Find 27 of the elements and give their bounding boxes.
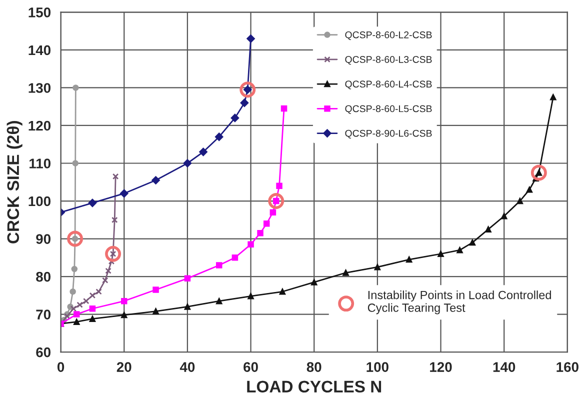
- x-tick-label: 160: [556, 362, 578, 372]
- x-tick-label: 140: [493, 362, 516, 372]
- legend-label: Instability Points in Load Controlled Cyclic Tearing Test: [368, 290, 551, 314]
- y-tick-label: 90: [36, 234, 51, 244]
- legend-label: QCSP-8-60-L4-CSB: [345, 80, 432, 90]
- y-axis-title: CRCK SIZE (2θ): [6, 121, 22, 244]
- y-tick-label: 100: [28, 196, 51, 206]
- x-tick-label: 120: [430, 362, 452, 372]
- y-tick-label: 70: [36, 310, 51, 320]
- y-tick-label: 130: [28, 83, 51, 93]
- x-axis-title: LOAD CYCLES N: [247, 380, 382, 393]
- y-tick-label: 110: [30, 158, 51, 168]
- y-tick-label: 150: [28, 8, 51, 18]
- y-tick-label: 140: [28, 45, 51, 56]
- y-tick-label: 80: [36, 272, 51, 282]
- legend-label: QCSP-8-60-L2-CSB: [345, 31, 432, 40]
- y-tick-label: 60: [36, 347, 51, 358]
- legend-label: QCSP-8-90-L6-CSB: [345, 130, 432, 139]
- legend-label: QCSP-8-60-L3-CSB: [345, 56, 432, 65]
- x-tick-label: 20: [116, 362, 132, 372]
- x-tick-label: 60: [244, 362, 258, 372]
- x-tick-label: 0: [57, 362, 64, 372]
- x-tick-label: 100: [366, 362, 388, 372]
- legend-label: QCSP-8-60-L5-CSB: [345, 105, 432, 114]
- x-tick-label: 80: [306, 362, 322, 372]
- x-tick-label: 40: [180, 362, 195, 372]
- y-tick-label: 120: [28, 120, 51, 131]
